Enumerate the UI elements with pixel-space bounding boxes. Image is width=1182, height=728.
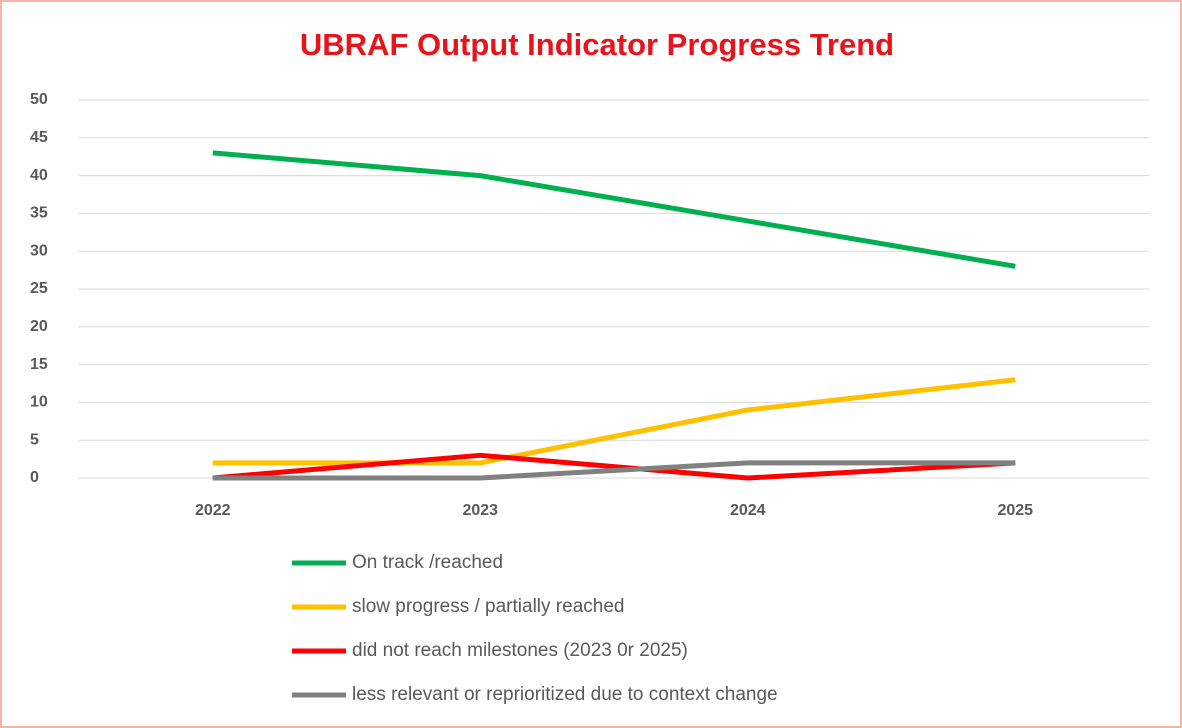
legend-label: less relevant or reprioritized due to co…: [352, 684, 778, 705]
y-tick-label: 5: [30, 431, 39, 448]
y-tick-label: 35: [30, 205, 48, 222]
x-tick-label: 2023: [462, 502, 498, 519]
y-tick-label: 10: [30, 394, 48, 411]
y-tick-label: 25: [30, 280, 48, 297]
legend-label: did not reach milestones (2023 0r 2025): [352, 640, 688, 661]
x-tick-label: 2024: [730, 502, 766, 519]
x-tick-label: 2025: [997, 502, 1033, 519]
series-line: [212, 377, 1016, 466]
legend-label: On track /reached: [352, 552, 503, 573]
series-line: [212, 150, 1016, 269]
y-tick-label: 45: [30, 129, 48, 146]
x-tick-label: 2022: [195, 502, 231, 519]
y-tick-label: 0: [30, 469, 39, 486]
chart-title: UBRAF Output Indicator Progress Trend: [300, 27, 894, 62]
series-line: [212, 452, 1016, 481]
y-tick-label: 50: [30, 91, 48, 108]
y-tick-label: 15: [30, 356, 48, 373]
y-tick-label: 40: [30, 167, 48, 184]
y-tick-label: 30: [30, 242, 48, 259]
y-tick-label: 20: [30, 318, 48, 335]
series-line: [212, 460, 1016, 481]
legend-label: slow progress / partially reached: [352, 596, 624, 617]
